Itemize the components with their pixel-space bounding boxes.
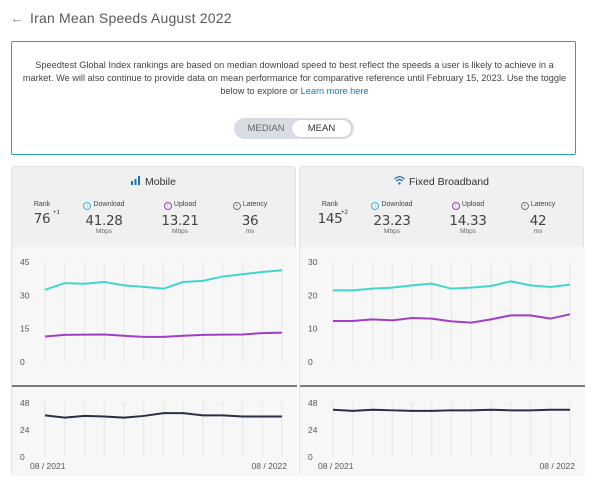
- y-tick-label: 0: [308, 357, 313, 367]
- upload-unit: Mbps: [460, 228, 476, 235]
- y-tick-label: 0: [20, 357, 25, 367]
- chart-area[interactable]: 30 20 10 0 48 24 0 08 / 2021 08 / 2022: [300, 247, 585, 476]
- toggle-option-median[interactable]: MEDIAN: [247, 123, 285, 134]
- latency-value: 42: [529, 213, 547, 229]
- info-text: Speedtest Global Index rankings are base…: [22, 59, 567, 98]
- y-tick-label: 30: [308, 257, 318, 267]
- panel-title: Mobile: [12, 176, 295, 188]
- header: ← Iran Mean Speeds August 2022: [0, 0, 592, 38]
- latency-y-tick-label: 48: [20, 398, 30, 408]
- x-tick-label-start: 08 / 2021: [318, 461, 354, 471]
- upload-label: ↑ Upload: [150, 201, 210, 210]
- latency-y-tick-label: 48: [308, 398, 318, 408]
- download-arrow-icon: ↓: [83, 202, 92, 210]
- x-tick-label-end: 08 / 2022: [252, 461, 288, 471]
- latency-value: 36: [241, 213, 259, 229]
- rank-label: Rank: [33, 201, 51, 208]
- upload-stat: ↑ Upload 14.33 Mbps: [438, 201, 498, 235]
- upload-stat: ↑ Upload 13.21 Mbps: [150, 201, 210, 235]
- download-stat: ↓ Download 41.28 Mbps: [74, 201, 134, 235]
- learn-more-link[interactable]: Learn more here: [300, 86, 369, 96]
- rank-value: 145: [317, 211, 343, 227]
- latency-y-tick-label: 0: [20, 452, 25, 462]
- latency-clock-icon: •: [232, 202, 241, 210]
- wifi-icon: [394, 176, 405, 188]
- upload-value: 13.21: [161, 213, 199, 229]
- upload-arrow-icon: ↑: [163, 202, 172, 210]
- signal-bars-icon: [131, 176, 141, 188]
- latency-series-line: [332, 408, 570, 412]
- toggle-option-mean[interactable]: MEAN: [291, 119, 352, 138]
- page-title: Iran Mean Speeds August 2022: [30, 10, 232, 26]
- download-stat: ↓ Download 23.23 Mbps: [362, 201, 422, 235]
- latency-label-text: Latency: [530, 201, 556, 208]
- chart-area[interactable]: 45 30 15 0 48 24 0 08 / 2021 08 / 2022: [12, 247, 297, 476]
- latency-unit: ms: [245, 228, 255, 235]
- panel-title: Fixed Broadband: [300, 176, 583, 188]
- download-unit: Mbps: [384, 228, 400, 235]
- upload-label-text: Upload: [173, 201, 197, 208]
- upload-value: 14.33: [449, 213, 487, 229]
- download-label: ↓ Download: [362, 201, 422, 210]
- download-series-line: [44, 269, 283, 291]
- y-tick-label: 20: [308, 290, 318, 300]
- fixed-broadband-panel: Fixed Broadband Rank 145 +2 ↓ Download 23…: [299, 166, 585, 476]
- latency-y-tick-label: 24: [20, 425, 30, 435]
- download-value: 23.23: [373, 213, 411, 229]
- y-tick-label: 15: [20, 324, 30, 334]
- rank-value: 76: [33, 211, 51, 227]
- speed-chart[interactable]: 45 30 15 0 48 24 0 08 / 2021 08 / 2022: [12, 247, 297, 476]
- y-tick-label: 30: [20, 290, 30, 300]
- download-arrow-icon: ↓: [371, 202, 380, 210]
- latency-label-text: Latency: [242, 201, 268, 208]
- upload-label-text: Upload: [461, 201, 485, 208]
- x-tick-label-end: 08 / 2022: [540, 461, 576, 471]
- upload-series-line: [333, 313, 571, 324]
- info-box: Speedtest Global Index rankings are base…: [11, 41, 576, 155]
- upload-label: ↑ Upload: [438, 201, 498, 210]
- latency-label: • Latency: [508, 201, 568, 210]
- info-body: Speedtest Global Index rankings are base…: [22, 60, 567, 96]
- latency-label: • Latency: [220, 201, 280, 210]
- rank-stat: Rank 76 +1: [27, 201, 60, 227]
- y-tick-label: 10: [308, 324, 318, 334]
- rank-delta: +1: [53, 210, 60, 216]
- download-unit: Mbps: [96, 228, 112, 235]
- latency-y-tick-label: 0: [308, 452, 313, 462]
- mobile-panel: Mobile Rank 76 +1 ↓ Download 41.28 Mbps ↑…: [11, 166, 297, 476]
- upload-series-line: [44, 331, 283, 338]
- x-tick-label-start: 08 / 2021: [30, 461, 66, 471]
- download-value: 41.28: [85, 213, 123, 229]
- median-mean-toggle[interactable]: MEDIAN MEAN: [234, 118, 354, 139]
- download-label-text: Download: [93, 201, 125, 208]
- rank-delta: +2: [341, 210, 348, 216]
- latency-clock-icon: •: [520, 202, 529, 210]
- latency-stat: • Latency 36 ms: [220, 201, 280, 235]
- latency-series-line: [44, 412, 282, 419]
- latency-unit: ms: [533, 228, 543, 235]
- speed-chart[interactable]: 30 20 10 0 48 24 0 08 / 2021 08 / 2022: [300, 247, 585, 476]
- download-label: ↓ Download: [74, 201, 134, 210]
- rank-stat: Rank 145 +2: [315, 201, 348, 227]
- panel-title-text: Fixed Broadband: [409, 176, 489, 188]
- panel-title-text: Mobile: [145, 176, 176, 188]
- latency-stat: • Latency 42 ms: [508, 201, 568, 235]
- y-tick-label: 45: [20, 257, 30, 267]
- latency-y-tick-label: 24: [308, 425, 318, 435]
- upload-unit: Mbps: [172, 228, 188, 235]
- rank-label: Rank: [321, 201, 339, 208]
- download-series-line: [333, 280, 571, 292]
- arrow-left-icon[interactable]: ←: [10, 10, 24, 26]
- download-label-text: Download: [381, 201, 413, 208]
- upload-arrow-icon: ↑: [451, 202, 460, 210]
